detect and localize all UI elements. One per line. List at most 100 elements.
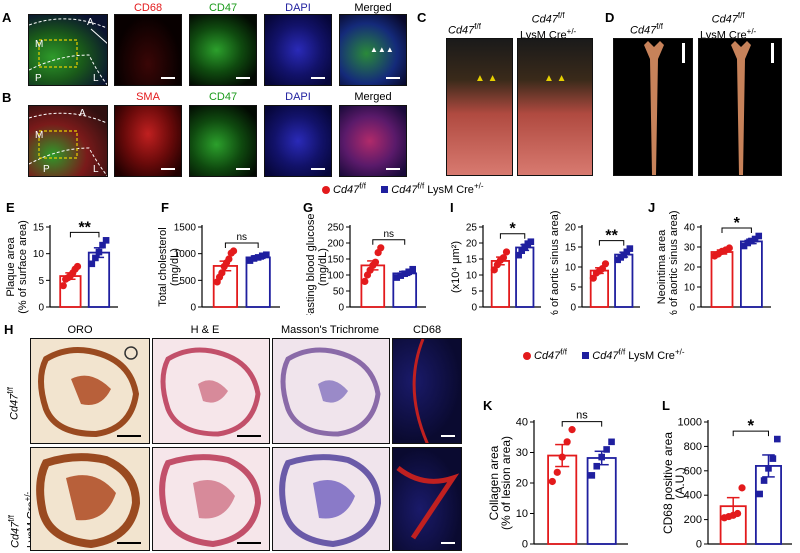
y-axis-label: Total cholesterol xyxy=(158,227,169,307)
title-cd47: CD47 xyxy=(208,2,238,14)
data-point-control xyxy=(502,248,511,256)
data-point-control xyxy=(225,255,233,263)
y-tick-label: 20 xyxy=(565,223,577,234)
significance-bracket xyxy=(561,421,603,427)
bar-knockout xyxy=(740,240,763,308)
row-label-control: Cd47f/f xyxy=(6,387,21,420)
y-axis-label-units: (% of lesion area) xyxy=(499,436,513,530)
significance-bracket xyxy=(598,240,625,246)
bar-control xyxy=(547,454,578,545)
data-point-control xyxy=(738,484,746,492)
y-tick-label: 10 xyxy=(466,271,478,282)
y-tick-label: 10 xyxy=(684,283,696,294)
y-tick-label: 30 xyxy=(684,243,696,254)
significance-label: ** xyxy=(605,228,618,245)
region-label-a: A xyxy=(87,17,94,28)
data-point-control xyxy=(361,277,369,285)
y-tick-label: 100 xyxy=(327,271,344,282)
panel-label-c: C xyxy=(417,10,427,25)
data-point-knockout xyxy=(740,242,748,250)
panel-label-e: E xyxy=(6,200,15,215)
y-tick-label: 0 xyxy=(471,303,477,314)
title-cd68: CD68 xyxy=(133,2,163,14)
title-sma: SMA xyxy=(136,91,160,103)
data-point-knockout xyxy=(588,472,596,479)
title-merged: Merged xyxy=(354,91,392,103)
data-point-control xyxy=(725,244,733,252)
significance-bracket xyxy=(499,233,526,239)
red-dot-icon xyxy=(322,185,330,194)
significance-bracket xyxy=(224,242,259,248)
micrograph-cd47 xyxy=(189,105,257,177)
y-tick-label: 800 xyxy=(684,441,702,453)
data-point-control xyxy=(601,260,610,268)
micrograph-he-control xyxy=(152,338,270,444)
data-point-control xyxy=(218,269,226,277)
y-tick-label: 400 xyxy=(684,490,702,502)
data-point-control xyxy=(499,254,508,262)
data-point-control xyxy=(73,262,82,271)
y-tick-label: 1000 xyxy=(678,417,702,429)
y-tick-label: 20 xyxy=(684,263,696,274)
data-point-control xyxy=(734,509,742,518)
data-point-knockout xyxy=(751,235,759,243)
panel-label-l: L xyxy=(662,398,670,413)
data-point-knockout xyxy=(527,238,535,246)
y-axis-label-units: (mg/dL) xyxy=(317,248,329,286)
micrograph-dapi xyxy=(264,105,332,177)
micrograph-cd68 xyxy=(114,14,182,86)
significance-bracket xyxy=(372,239,406,245)
legend-bottom: Cd47f/f Cd47f/f LysM Cre+/- xyxy=(523,347,685,362)
photo-en-face-aorta-control xyxy=(613,38,693,176)
y-tick-label: 0 xyxy=(570,303,576,314)
arrowhead-icons: ▲▲▲ xyxy=(370,45,394,54)
arrowhead-icons: ▲ ▲ xyxy=(544,73,567,84)
region-label-p: P xyxy=(43,164,50,175)
title-he: H & E xyxy=(190,324,220,336)
y-tick-label: 15 xyxy=(565,243,577,254)
panel-label-j: J xyxy=(648,200,656,215)
chart-oro-area-pct: 0 5 10 15 20 ORO area (% of aortic sinus area)… xyxy=(546,210,640,315)
data-point-knockout xyxy=(401,270,409,278)
y-tick-label: 10 xyxy=(565,263,577,274)
y-tick-label: 10 xyxy=(516,508,528,520)
data-point-knockout xyxy=(88,260,96,268)
y-axis-label: Collagen area xyxy=(487,445,501,520)
title-merged: Merged xyxy=(354,2,392,14)
region-label-p: P xyxy=(35,73,42,84)
significance-label: ns xyxy=(236,232,247,243)
y-tick-label: 150 xyxy=(327,255,344,266)
blue-square-icon xyxy=(582,352,590,360)
panel-label-k: K xyxy=(483,398,493,413)
data-point-knockout xyxy=(515,251,522,259)
panel-label-h: H xyxy=(4,322,14,337)
y-tick-label: 40 xyxy=(516,417,528,429)
legend-control-item: Cd47f/f xyxy=(322,181,366,196)
y-tick-label: 5 xyxy=(38,276,44,287)
y-axis-label: Fasting blood glucose xyxy=(305,213,317,315)
y-axis-label-units: (x10⁴ μm²) xyxy=(450,241,462,293)
region-label-l: L xyxy=(93,73,99,84)
panel-label-a: A xyxy=(2,10,12,25)
data-point-control xyxy=(568,426,576,434)
genotype-label-knockout: Cd47f/f LysM Cre+/- xyxy=(520,11,577,42)
micrograph-cd47 xyxy=(189,14,257,86)
data-point-knockout xyxy=(258,252,266,260)
data-point-knockout xyxy=(397,272,405,279)
genotype-label-control: Cd47f/f xyxy=(630,22,663,37)
significance-bracket xyxy=(721,227,752,233)
y-tick-label: 0 xyxy=(522,539,528,551)
title-dapi: DAPI xyxy=(285,2,311,14)
y-tick-label: 30 xyxy=(516,447,528,459)
y-tick-label: 20 xyxy=(516,478,528,490)
y-tick-label: 15 xyxy=(33,223,45,234)
data-point-knockout xyxy=(774,435,781,443)
y-axis-label: Neointima area xyxy=(656,229,668,304)
y-axis-label: CD68 positive area xyxy=(661,432,675,534)
legend-knockout-item: Cd47f/f LysM Cre+/- xyxy=(381,181,484,196)
overview-micrograph-a: M A P L xyxy=(28,14,108,86)
y-axis-label-units: (% of aortic sinus area) xyxy=(549,210,561,315)
title-masson: Masson's Trichrome xyxy=(280,324,380,336)
data-point-knockout xyxy=(405,268,413,276)
